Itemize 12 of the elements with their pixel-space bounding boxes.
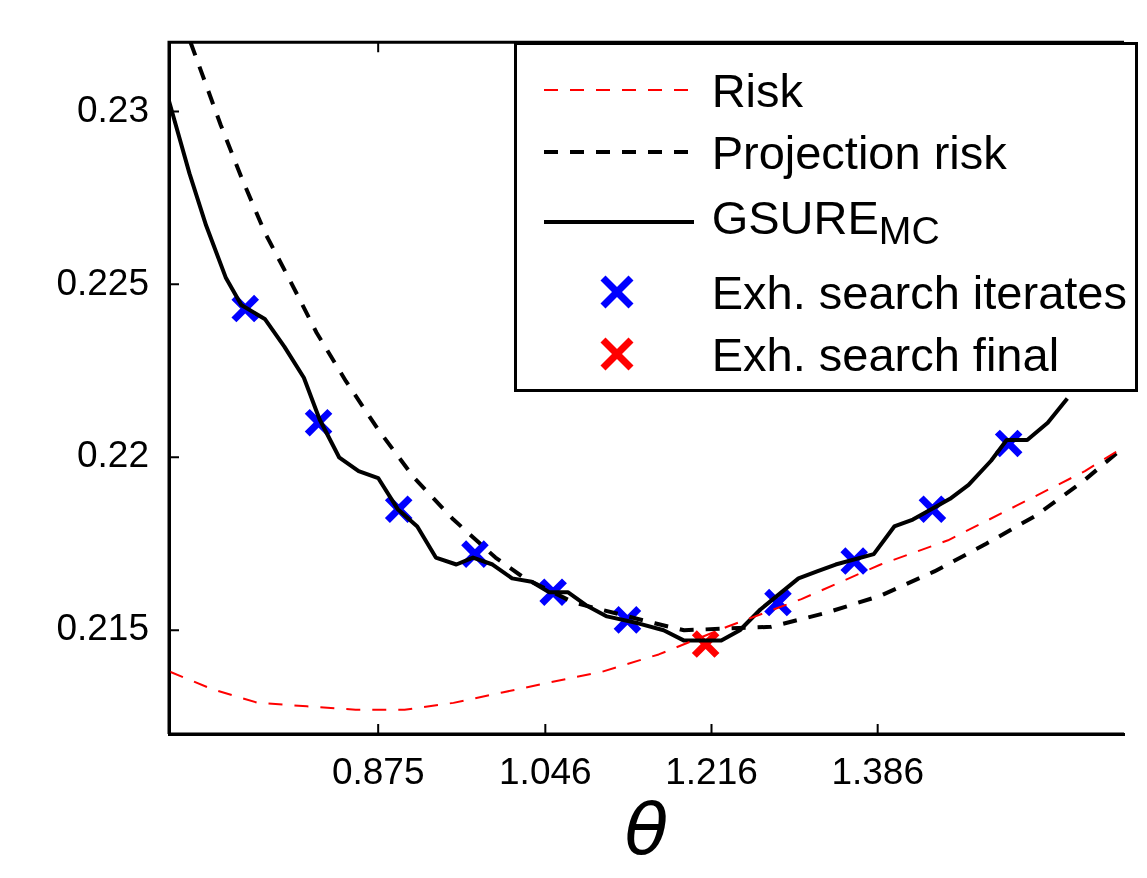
x-tick-label: 1.386: [831, 751, 924, 793]
y-tick-label: 0.215: [56, 607, 149, 649]
legend-label: Projection risk: [711, 125, 1007, 179]
legend-label: Exh. search final: [711, 327, 1060, 381]
legend-label: GSURE$_{MC}$: [711, 190, 940, 253]
legend-label: Exh. search iterates: [711, 265, 1127, 319]
y-tick-label: 0.225: [56, 261, 149, 303]
x-tick-label: 0.875: [331, 751, 425, 793]
x-tick-label: 1.046: [499, 751, 592, 793]
y-tick-label: 0.23: [76, 88, 149, 130]
legend-label: Risk: [711, 63, 804, 117]
y-tick-label: 0.22: [76, 434, 149, 476]
